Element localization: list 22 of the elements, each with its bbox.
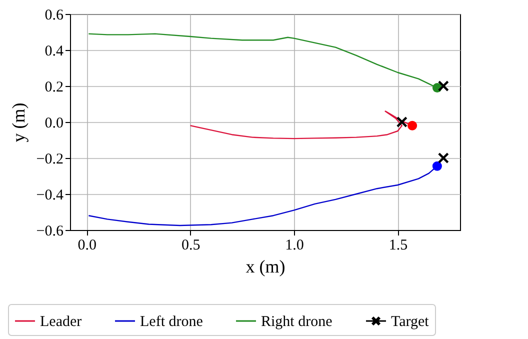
legend-label: Left drone [140, 314, 204, 330]
y-tick-label: 0.4 [44, 44, 64, 60]
point [438, 80, 449, 92]
y-tick-label: −0.2 [36, 152, 64, 168]
y-tick-label: 0.6 [44, 8, 64, 24]
y-tick-label: 0.2 [44, 80, 64, 96]
point [432, 161, 442, 171]
point [438, 152, 449, 164]
legend-label: Target [391, 314, 430, 330]
point [408, 120, 418, 130]
x-tick-label: 1.0 [285, 238, 304, 254]
y-tick-label: −0.4 [36, 188, 64, 204]
x-tick-label: 0.0 [78, 238, 96, 254]
legend-label: Right drone [261, 314, 333, 330]
x-tick-label: 1.5 [388, 238, 408, 254]
y-tick-label: −0.6 [36, 224, 64, 240]
x-tick-label: 0.5 [181, 238, 200, 254]
x-axis-title: x (m) [246, 256, 286, 276]
y-tick-label: 0.0 [44, 116, 64, 132]
point [396, 116, 408, 128]
y-axis-title: y (m) [8, 102, 28, 142]
legend-label: Leader [40, 314, 82, 330]
